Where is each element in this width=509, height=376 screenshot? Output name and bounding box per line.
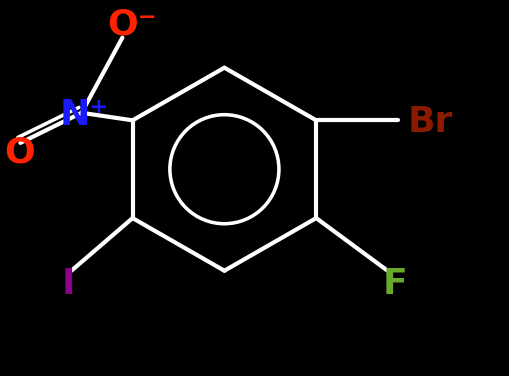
Text: N⁺: N⁺ bbox=[60, 98, 108, 132]
Text: O⁻: O⁻ bbox=[107, 8, 157, 41]
Text: O: O bbox=[4, 135, 35, 169]
Text: I: I bbox=[62, 267, 75, 301]
Text: Br: Br bbox=[407, 105, 453, 139]
Text: F: F bbox=[382, 267, 407, 301]
